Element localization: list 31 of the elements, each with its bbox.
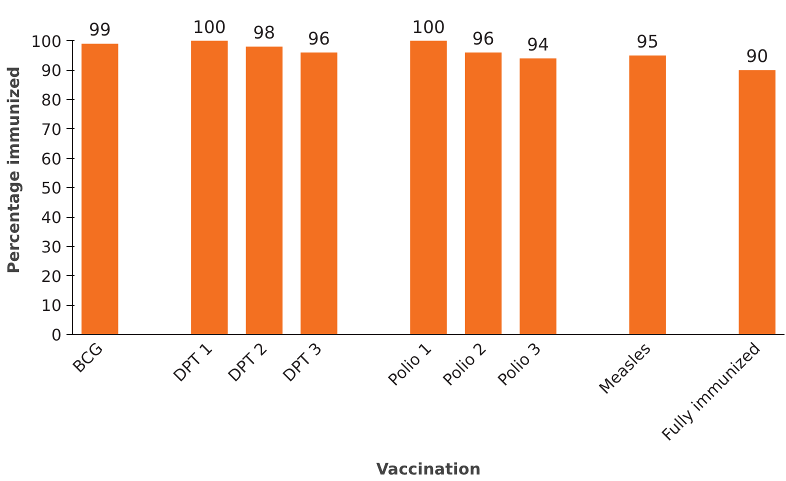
y-tick-label: 70 bbox=[41, 120, 62, 139]
bar bbox=[191, 40, 228, 334]
data-label: 100 bbox=[192, 18, 226, 38]
data-label: 95 bbox=[636, 32, 659, 52]
bar bbox=[464, 52, 502, 334]
data-label: 99 bbox=[88, 20, 111, 41]
bar bbox=[82, 44, 118, 334]
bar bbox=[738, 70, 776, 334]
bar bbox=[520, 58, 556, 334]
y-tick-label: 0 bbox=[51, 326, 62, 344]
bar bbox=[629, 55, 666, 334]
data-label: 94 bbox=[527, 35, 550, 56]
data-label: 96 bbox=[308, 30, 330, 50]
data-label: 98 bbox=[253, 24, 276, 44]
y-tick-label: 20 bbox=[41, 266, 62, 286]
data-label: 100 bbox=[412, 18, 446, 38]
y-tick-label: 40 bbox=[41, 208, 62, 227]
y-tick-label: 60 bbox=[41, 149, 62, 168]
bar bbox=[246, 46, 283, 334]
bar bbox=[300, 52, 338, 334]
y-tick-label: 30 bbox=[41, 237, 62, 256]
y-tick-label: 100 bbox=[30, 32, 62, 51]
data-label: 90 bbox=[746, 47, 768, 68]
data-label: 96 bbox=[472, 30, 494, 50]
y-tick-label: 90 bbox=[41, 61, 62, 80]
y-tick-label: 50 bbox=[41, 178, 62, 198]
y-axis-title: Percentage immunized bbox=[4, 66, 23, 274]
y-tick-label: 10 bbox=[41, 296, 62, 316]
bar bbox=[410, 40, 447, 334]
y-tick-label: 80 bbox=[41, 90, 62, 110]
x-axis-title: Vaccination bbox=[376, 459, 481, 478]
